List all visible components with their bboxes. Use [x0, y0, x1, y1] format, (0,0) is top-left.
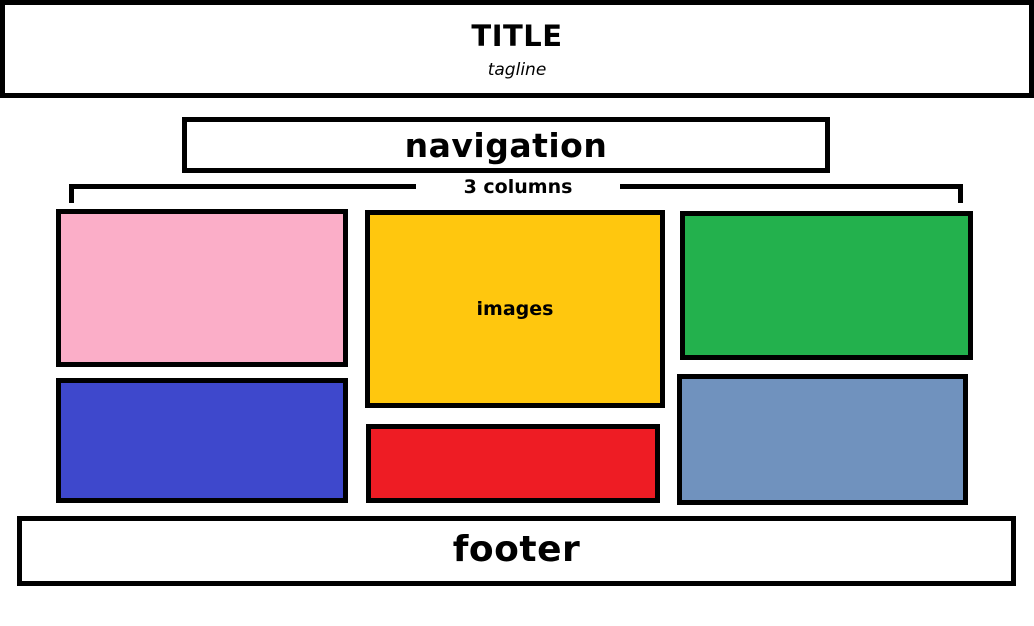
image-tile-yellow: images	[365, 210, 665, 408]
columns-label: 3 columns	[416, 176, 620, 198]
images-label: images	[476, 298, 554, 320]
tagline: tagline	[487, 60, 547, 80]
image-tile-blue	[56, 378, 348, 503]
page-title: TITLE	[471, 19, 563, 53]
navigation-box: navigation	[182, 117, 830, 173]
image-tile-green	[680, 211, 973, 360]
image-tile-slate-blue	[677, 374, 968, 505]
navigation-label: navigation	[404, 126, 608, 165]
header-box: TITLE tagline	[0, 0, 1034, 98]
image-tile-red	[366, 424, 660, 503]
image-tile-pink	[56, 209, 348, 367]
footer-label: footer	[452, 529, 581, 570]
footer-box: footer	[17, 516, 1016, 586]
